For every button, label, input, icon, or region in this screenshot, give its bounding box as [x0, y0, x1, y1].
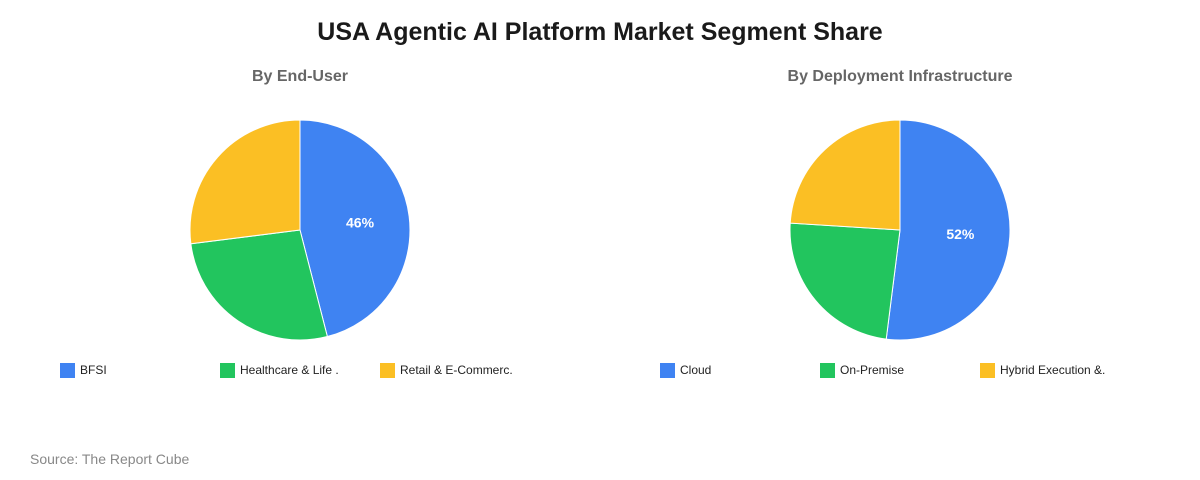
legend-swatch-on-premise: [820, 362, 835, 378]
legend-item-healthcare: Healthcare & Life .: [220, 362, 339, 378]
legend-item-hybrid: Hybrid Execution &.: [980, 362, 1105, 378]
pie-slice-retail-e-commerc: [189, 119, 301, 245]
pie-panel-deployment: By Deployment Infrastructure 52% Cloud O…: [600, 60, 1200, 400]
legend-swatch-cloud: [660, 362, 675, 378]
legend-label-bfsi: BFSI: [80, 363, 107, 377]
legend-label-retail: Retail & E-Commerc.: [400, 363, 513, 377]
pie-data-label: 52%: [946, 226, 975, 242]
source-note: Source: The Report Cube: [30, 451, 190, 467]
legend-deployment: Cloud On-Premise Hybrid Execution &.: [660, 362, 1200, 382]
pie-subtitle: By Deployment Infrastructure: [787, 68, 1013, 85]
legend-swatch-retail: [380, 362, 395, 378]
chart-title: USA Agentic AI Platform Market Segment S…: [317, 18, 883, 46]
legend-item-on-premise: On-Premise: [820, 362, 904, 378]
pie-slice-healthcare-life: [190, 229, 328, 341]
pie-subtitle: By End-User: [251, 68, 349, 85]
pie-chart-deployment: 52%: [789, 119, 1011, 341]
legend-item-cloud: Cloud: [660, 362, 711, 378]
legend-end-user: BFSI Healthcare & Life . Retail & E-Comm…: [60, 362, 600, 382]
pie-slice-bfsi: [299, 119, 411, 338]
legend-swatch-healthcare: [220, 362, 235, 378]
legend-label-cloud: Cloud: [680, 363, 712, 377]
pie-data-label: 46%: [346, 214, 375, 230]
pie-panel-end-user: By End-User 46% BFSI Healthcare & Life .…: [0, 60, 600, 400]
pie-slice-on-premise: [789, 222, 901, 340]
pie-slice-cloud: [885, 119, 1011, 341]
legend-label-hybrid: Hybrid Execution &.: [1000, 363, 1106, 377]
legend-label-healthcare: Healthcare & Life .: [240, 363, 339, 377]
legend-label-on-premise: On-Premise: [840, 363, 905, 377]
legend-swatch-hybrid: [980, 362, 995, 378]
legend-item-retail: Retail & E-Commerc.: [380, 362, 513, 378]
pie-slice-hybrid-execution: [789, 119, 901, 231]
pie-chart-end-user: 46%: [189, 119, 411, 341]
legend-swatch-bfsi: [60, 362, 75, 378]
legend-item-bfsi: BFSI: [60, 362, 107, 378]
